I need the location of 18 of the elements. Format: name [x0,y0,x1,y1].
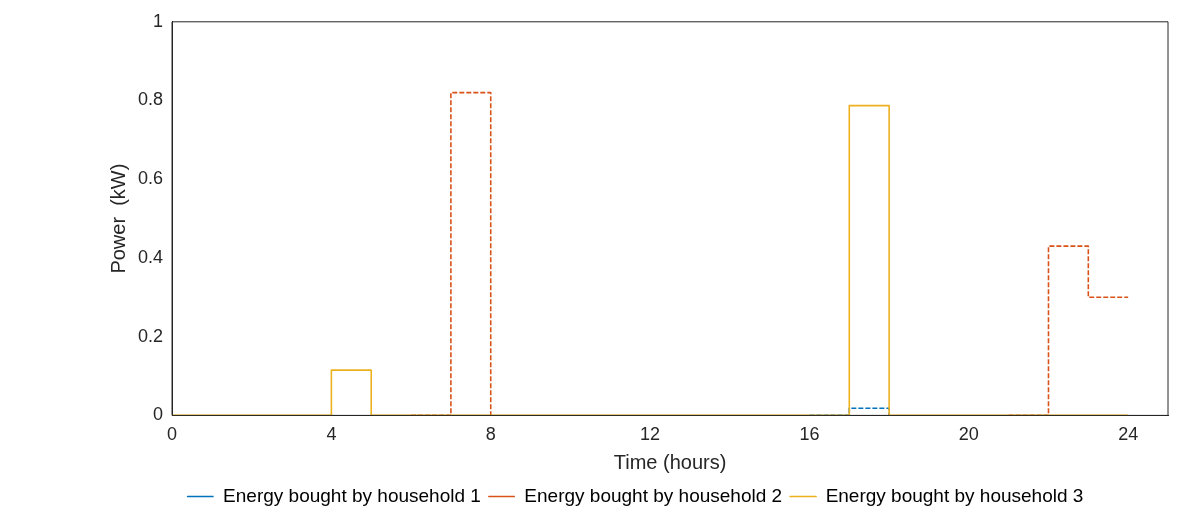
x-tick-label: 16 [799,424,820,445]
y-tick-label: 0.4 [137,246,164,267]
y-tick-label: 0.2 [137,325,164,346]
x-tick-label: 24 [1118,424,1139,445]
x-tick-label: 20 [958,424,979,445]
legend-label: Energy bought by household 3 [825,484,1084,506]
x-tick-label: 12 [640,424,661,445]
x-tick-label: 8 [485,424,496,445]
y-tick-label: 0.6 [137,168,164,189]
x-tick-label: 0 [167,424,178,445]
y-axis-title: Power (kW) [106,163,129,274]
x-tick-label: 4 [326,424,337,445]
y-tick-label: 0.8 [137,89,164,110]
legend-label: Energy bought by household 2 [524,484,783,506]
legend-label: Energy bought by household 1 [223,484,481,506]
y-tick-label: 0 [153,404,164,425]
y-tick-label: 1 [153,10,164,31]
x-axis-title: Time (hours) [613,450,727,473]
